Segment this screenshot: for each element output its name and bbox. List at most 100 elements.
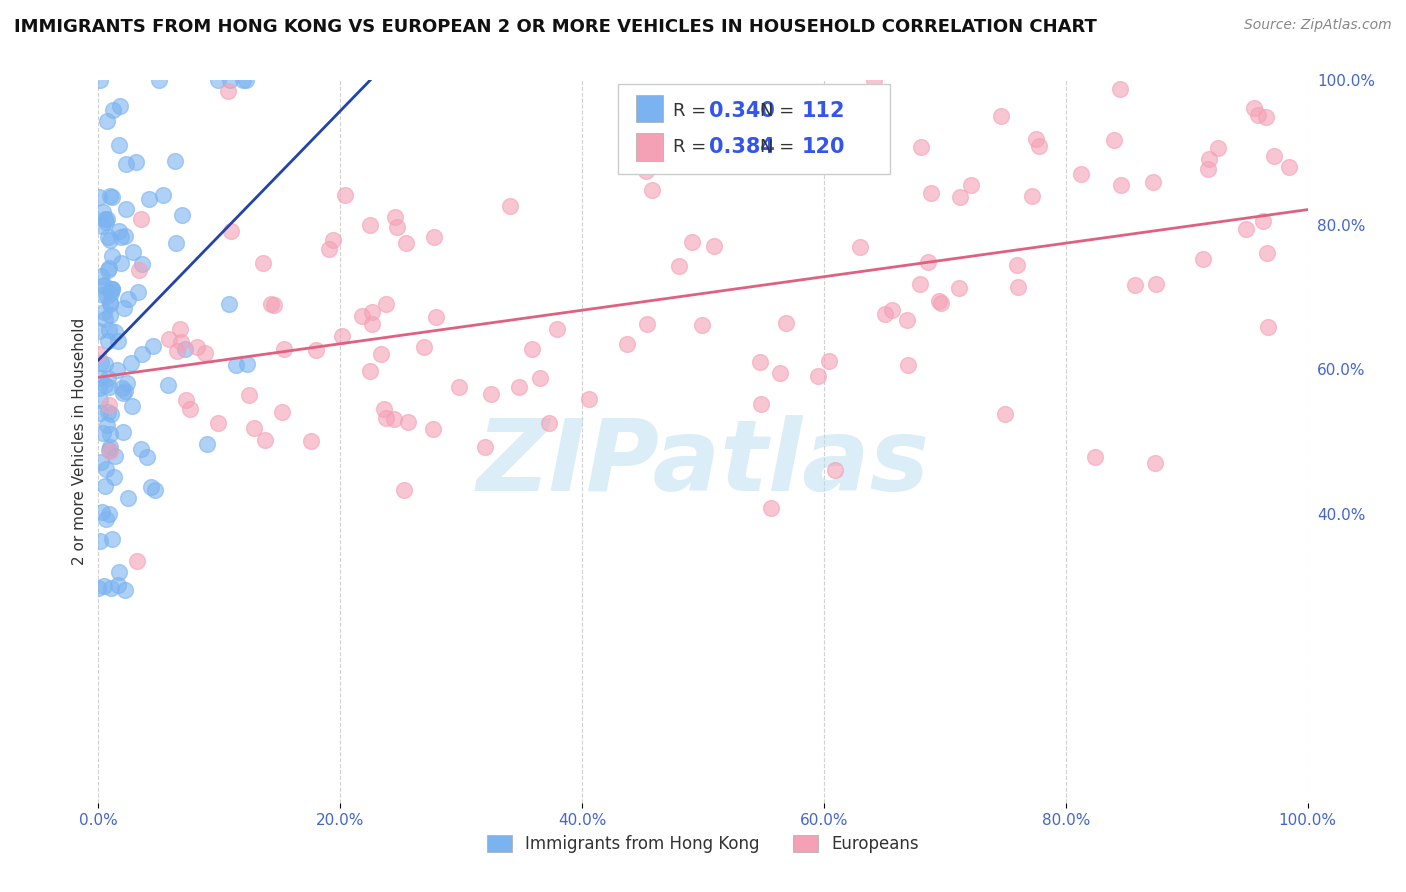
Point [114,582,136,597]
Point [849,240,872,254]
Point [1256,245,1278,260]
Point [166,344,188,359]
Point [98,323,121,337]
Point [1197,162,1219,177]
Point [163,154,186,169]
Point [114,156,136,170]
Point [97,405,120,419]
Point [807,369,830,384]
Point [207,73,229,87]
Point [479,386,502,401]
Point [93,378,115,392]
Point [89,533,111,548]
Point [100,582,122,596]
Point [115,202,138,216]
Text: N =: N = [759,138,800,156]
Point [152,187,174,202]
Point [1206,141,1229,155]
Point [578,392,600,406]
Point [186,340,208,354]
Point [87,324,110,338]
Point [897,358,920,372]
Point [395,235,418,250]
Point [1256,110,1278,124]
Point [359,218,381,232]
Point [254,433,277,447]
Point [117,491,139,505]
Point [101,282,124,296]
Point [128,262,150,277]
Point [360,317,382,331]
Point [108,137,131,152]
Point [104,449,127,463]
Point [90,455,112,469]
Point [98,440,121,454]
Point [87,581,110,595]
Point [94,312,117,326]
Point [96,512,118,526]
Point [169,322,191,336]
Point [97,230,120,244]
Point [195,436,218,450]
Point [751,397,773,411]
Point [97,263,120,277]
Point [636,164,658,178]
Point [90,268,112,283]
Legend: Immigrants from Hong Kong, Europeans: Immigrants from Hong Kong, Europeans [481,828,925,860]
Point [107,334,129,348]
Point [93,277,115,292]
Point [882,302,904,317]
Point [94,212,117,227]
Point [1007,258,1029,272]
Point [143,483,166,497]
Point [131,257,153,271]
Point [917,254,939,268]
Point [1247,108,1270,122]
Point [960,178,983,192]
Point [101,282,124,296]
Point [1084,450,1107,465]
Point [361,304,384,318]
Point [928,293,950,308]
Point [1108,82,1130,96]
Point [136,450,159,465]
Point [127,285,149,300]
Text: 0.340: 0.340 [709,101,775,120]
Point [910,140,932,154]
Point [110,230,132,244]
Point [1007,280,1029,294]
Point [108,99,131,113]
Point [89,371,111,385]
Point [93,579,115,593]
Point [1257,320,1279,334]
Point [100,286,122,301]
Point [668,259,690,273]
Point [873,308,896,322]
Point [90,356,112,370]
Point [96,212,118,227]
Point [271,404,294,418]
Point [138,192,160,206]
Point [97,334,120,349]
Point [824,463,846,477]
Point [121,245,143,260]
Point [929,296,952,310]
Point [89,190,111,204]
Point [1123,278,1146,293]
Point [385,219,408,234]
Point [333,188,356,202]
Point [97,380,120,394]
Point [529,370,551,384]
Point [236,357,259,371]
Point [98,427,121,442]
Point [111,381,134,395]
Point [101,532,124,546]
Point [142,338,165,352]
Point [423,229,446,244]
Y-axis label: 2 or more Vehicles in Household: 2 or more Vehicles in Household [72,318,87,566]
Point [100,309,122,323]
Text: N =: N = [759,102,800,120]
Point [129,211,152,226]
Point [101,103,124,118]
Point [169,335,191,350]
